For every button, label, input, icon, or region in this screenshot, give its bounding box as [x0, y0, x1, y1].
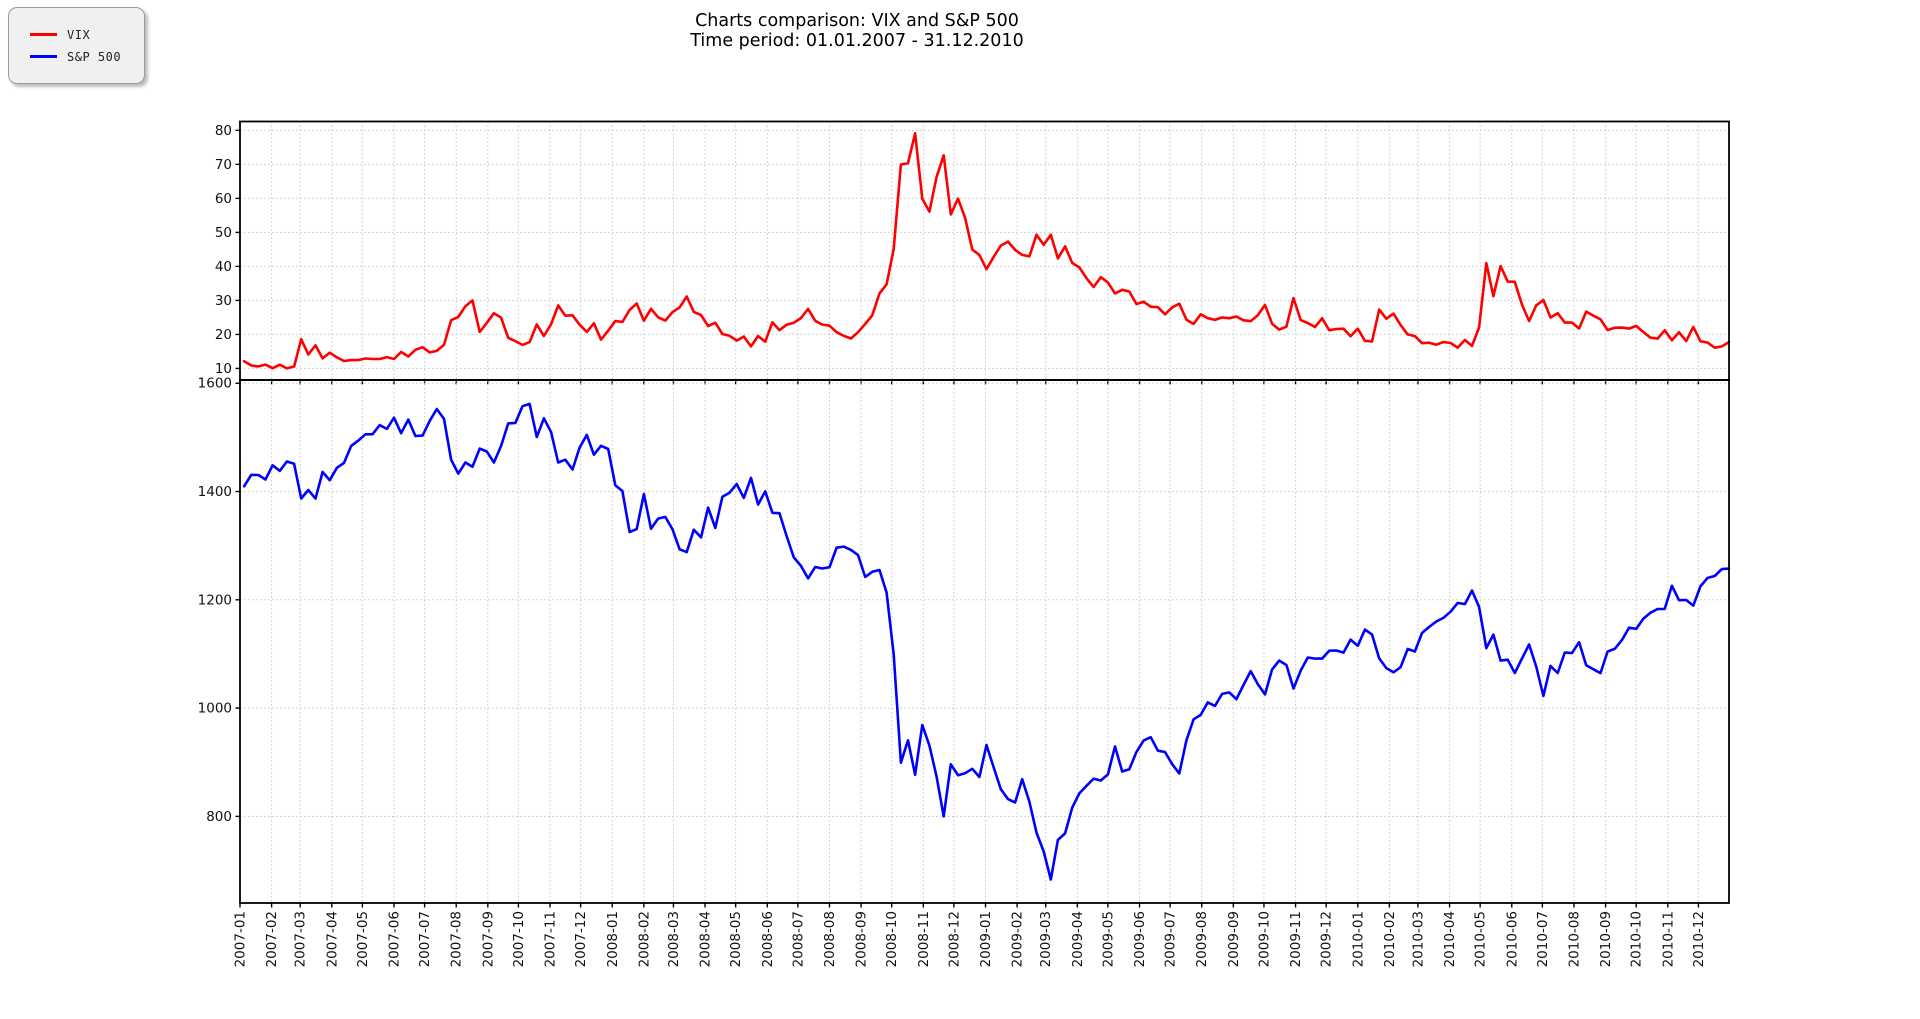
svg-text:2010-06: 2010-06 — [1504, 911, 1520, 967]
svg-text:2009-07: 2009-07 — [1163, 911, 1179, 967]
svg-text:2008-12: 2008-12 — [946, 911, 962, 967]
chart-title: Charts comparison: VIX and S&P 500 Time … — [690, 11, 1024, 51]
plot-border-sp500 — [239, 379, 1730, 904]
grid-sp500 — [239, 380, 1729, 903]
sp500-series-line — [242, 402, 1731, 881]
plot-border-vix — [239, 120, 1730, 381]
grid-vix — [239, 121, 1729, 380]
svg-text:2008-01: 2008-01 — [605, 911, 621, 967]
svg-text:2007-05: 2007-05 — [355, 911, 371, 967]
svg-text:2010-05: 2010-05 — [1473, 911, 1489, 967]
svg-text:60: 60 — [215, 191, 232, 207]
svg-text:2009-10: 2009-10 — [1256, 911, 1272, 967]
svg-text:80: 80 — [215, 123, 232, 139]
sp500-line-swatch — [30, 55, 57, 58]
svg-text:1000: 1000 — [198, 701, 232, 717]
svg-text:2010-08: 2010-08 — [1566, 911, 1582, 967]
svg-text:2010-03: 2010-03 — [1410, 911, 1426, 967]
svg-text:30: 30 — [215, 293, 232, 309]
svg-text:2008-03: 2008-03 — [666, 911, 682, 967]
legend: VIX S&P 500 — [8, 7, 145, 84]
svg-text:2009-12: 2009-12 — [1319, 911, 1335, 967]
svg-text:70: 70 — [215, 157, 232, 173]
vix-series-line — [242, 132, 1731, 370]
svg-text:2009-05: 2009-05 — [1100, 911, 1116, 967]
svg-text:2008-11: 2008-11 — [916, 911, 932, 967]
svg-text:2007-12: 2007-12 — [573, 911, 589, 967]
svg-text:2008-02: 2008-02 — [636, 911, 652, 967]
svg-text:2009-01: 2009-01 — [978, 911, 994, 967]
svg-text:2007-09: 2007-09 — [480, 911, 496, 967]
svg-text:2009-02: 2009-02 — [1010, 911, 1026, 967]
svg-text:2010-01: 2010-01 — [1350, 911, 1366, 967]
svg-text:800: 800 — [206, 809, 232, 825]
svg-text:2007-03: 2007-03 — [293, 911, 309, 967]
vix-line-swatch — [30, 33, 57, 36]
chart-title-line1: Charts comparison: VIX and S&P 500 — [695, 11, 1019, 31]
x-tick-labels: 2007-01 2007-02 2007-03 2007-04 2007-05 2007-… — [233, 911, 1707, 967]
svg-text:2010-10: 2010-10 — [1629, 911, 1645, 967]
svg-text:2007-07: 2007-07 — [417, 911, 433, 967]
svg-text:2010-11: 2010-11 — [1660, 911, 1676, 967]
svg-text:2009-03: 2009-03 — [1038, 911, 1054, 967]
y-axis-vix: 10 20 30 40 50 60 70 80 — [215, 123, 240, 377]
svg-text:2007-06: 2007-06 — [386, 911, 402, 967]
legend-item-vix: VIX — [30, 28, 144, 42]
svg-text:1600: 1600 — [198, 376, 232, 392]
svg-text:2008-06: 2008-06 — [760, 911, 776, 967]
svg-text:2009-04: 2009-04 — [1070, 911, 1086, 967]
svg-text:2007-02: 2007-02 — [264, 911, 280, 967]
svg-text:40: 40 — [215, 259, 232, 275]
svg-text:2007-10: 2007-10 — [511, 911, 527, 967]
svg-text:2009-08: 2009-08 — [1194, 911, 1210, 967]
svg-text:2010-12: 2010-12 — [1691, 911, 1707, 967]
x-ticks-sp500 — [239, 903, 1700, 908]
svg-text:1400: 1400 — [198, 484, 232, 500]
legend-label-sp500: S&P 500 — [67, 49, 122, 64]
svg-text:2008-09: 2008-09 — [854, 911, 870, 967]
svg-text:2010-04: 2010-04 — [1442, 911, 1458, 967]
chart-title-line2: Time period: 01.01.2007 - 31.12.2010 — [690, 30, 1024, 51]
svg-text:1200: 1200 — [198, 592, 232, 608]
svg-text:2007-08: 2007-08 — [449, 911, 465, 967]
y-axis-sp500: 800 1000 1200 1400 1600 — [198, 376, 240, 825]
svg-text:2008-05: 2008-05 — [728, 911, 744, 967]
svg-text:2009-09: 2009-09 — [1226, 911, 1242, 967]
svg-text:2009-06: 2009-06 — [1132, 911, 1148, 967]
svg-text:2010-07: 2010-07 — [1535, 911, 1551, 967]
svg-text:2010-09: 2010-09 — [1598, 911, 1614, 967]
svg-text:2009-11: 2009-11 — [1288, 911, 1304, 967]
svg-text:2008-04: 2008-04 — [698, 911, 714, 967]
svg-text:2008-08: 2008-08 — [822, 911, 838, 967]
svg-text:2008-10: 2008-10 — [884, 911, 900, 967]
svg-text:2010-02: 2010-02 — [1382, 911, 1398, 967]
svg-text:2008-07: 2008-07 — [790, 911, 806, 967]
legend-label-vix: VIX — [67, 27, 91, 42]
svg-text:10: 10 — [215, 361, 232, 377]
svg-text:2007-11: 2007-11 — [543, 911, 559, 967]
svg-text:2007-01: 2007-01 — [233, 911, 249, 967]
svg-text:2007-04: 2007-04 — [324, 911, 340, 967]
svg-text:50: 50 — [215, 225, 232, 241]
legend-item-sp500: S&P 500 — [30, 50, 144, 64]
svg-text:20: 20 — [215, 327, 232, 343]
